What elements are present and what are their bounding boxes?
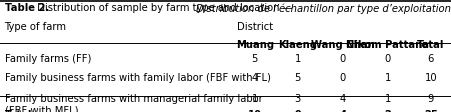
Text: Family business farms with family labor (FBF with FL): Family business farms with family labor … [5,73,271,83]
Text: 1: 1 [385,94,391,104]
Text: 0: 0 [340,54,346,64]
Text: Distribution de l’échantillon par type d’exploitation et district.: Distribution de l’échantillon par type d… [196,3,451,14]
Text: 5: 5 [252,54,258,64]
Text: Family business farms with managerial family labor
(FBF with MFL): Family business farms with managerial fa… [5,94,262,112]
Text: 2: 2 [384,110,391,112]
Text: Muang: Muang [236,40,274,50]
Text: 4: 4 [339,110,346,112]
Text: 4: 4 [340,94,346,104]
Text: 5: 5 [295,73,301,83]
Text: 6: 6 [428,54,434,64]
Text: Family farms (FF): Family farms (FF) [5,54,91,64]
Text: Nikom Pattana: Nikom Pattana [346,40,429,50]
Text: 10: 10 [248,110,262,112]
Text: Type of farm: Type of farm [5,22,66,32]
Text: 9: 9 [428,94,434,104]
Text: 0: 0 [340,73,346,83]
Text: 0: 0 [385,54,391,64]
Text: 25: 25 [424,110,437,112]
Text: 9: 9 [294,110,301,112]
Text: 1: 1 [295,54,301,64]
Text: 10: 10 [424,73,437,83]
Text: 1: 1 [252,94,258,104]
Text: Distribution of sample by farm type and location —: Distribution of sample by farm type and … [34,3,295,13]
Text: Klaeng: Klaeng [278,40,317,50]
Text: 1: 1 [385,73,391,83]
Text: Wang Chan: Wang Chan [311,40,375,50]
Text: 3: 3 [295,94,301,104]
Text: Table 2.: Table 2. [5,3,49,13]
Text: Total: Total [417,40,444,50]
Text: District: District [237,22,273,32]
Text: Total: Total [5,110,32,112]
Text: 4: 4 [252,73,258,83]
